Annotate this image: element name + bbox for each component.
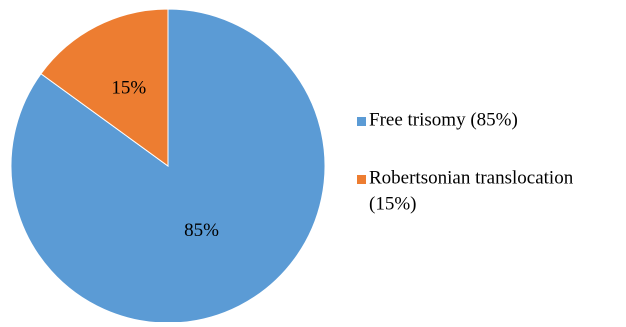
pie-slices <box>10 8 326 324</box>
legend-label-0-line-0: Free trisomy (85%) <box>369 109 518 130</box>
legend-swatch-1 <box>357 175 366 184</box>
legend-label-1-line-1: (15%) <box>369 193 416 214</box>
pie-data-label-1: 15% <box>111 77 146 98</box>
pie-data-labels: 85% 15% <box>111 77 219 241</box>
legend-label-1-line-0: Robertsonian translocation <box>369 167 574 188</box>
pie-data-label-0: 85% <box>184 220 219 241</box>
legend-swatch-0 <box>357 117 366 126</box>
pie-slice-1 <box>40 8 169 167</box>
legend: Free trisomy (85%) Robertsonian transloca… <box>357 109 574 214</box>
